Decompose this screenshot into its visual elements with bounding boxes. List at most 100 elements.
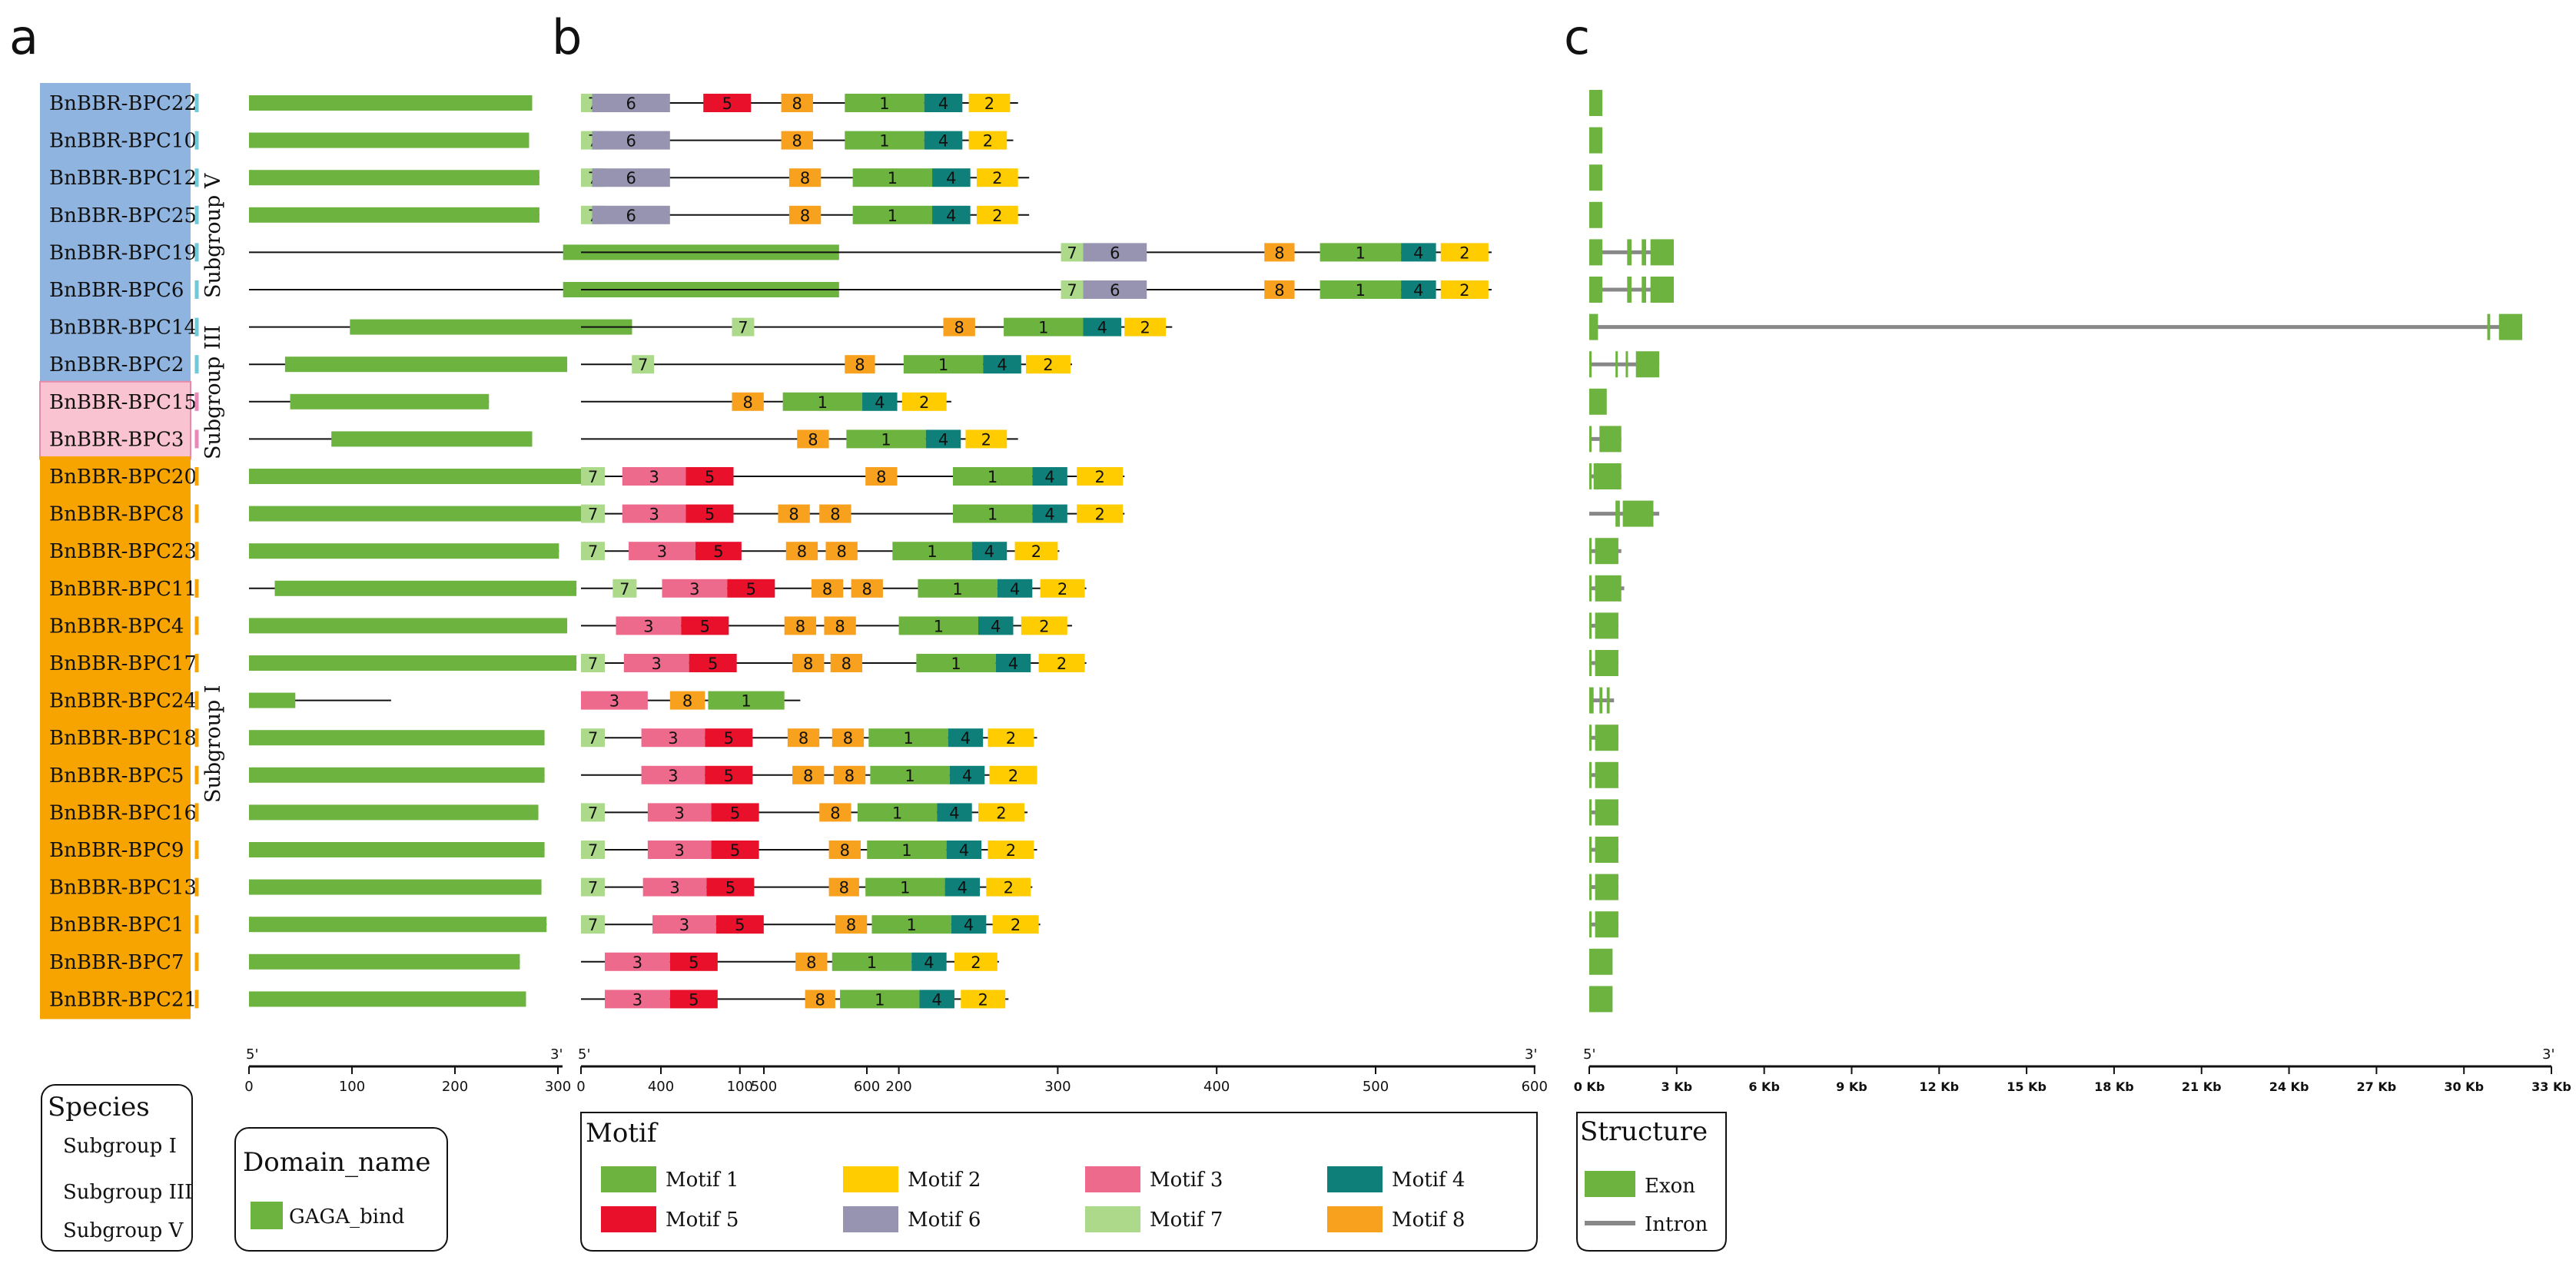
motif-number: 5 — [730, 841, 740, 860]
gene-label: BnBBR-BPC18 — [49, 727, 197, 750]
axis-tick-label: 100 — [727, 1079, 753, 1095]
motif-number: 4 — [1413, 244, 1423, 262]
motif-7 — [581, 654, 606, 672]
motif-5 — [727, 579, 775, 598]
motif-number: 4 — [932, 990, 942, 1009]
gaga-bind-domain — [249, 842, 545, 857]
motif-8 — [788, 205, 822, 224]
motif-5 — [711, 841, 759, 859]
axis-tick-label: 0 — [576, 1079, 585, 1095]
motif-2 — [1124, 317, 1167, 337]
motif-7 — [1061, 243, 1084, 262]
motif-1 — [846, 429, 926, 449]
motif-number: 4 — [991, 617, 1001, 635]
motif-number: 4 — [924, 953, 934, 972]
motif-8 — [787, 728, 820, 748]
motif-number: 7 — [1067, 244, 1077, 262]
exon — [1589, 538, 1592, 565]
motif-number: 2 — [992, 207, 1002, 225]
motif-number: 1 — [901, 841, 911, 860]
legend-motif-swatch-7 — [1085, 1206, 1140, 1232]
exon — [1635, 351, 1660, 378]
motif-2 — [978, 803, 1024, 822]
gaga-bind-domain — [249, 132, 529, 148]
motif-4 — [911, 952, 947, 971]
motif-number: 3 — [675, 841, 685, 860]
motif-5 — [705, 765, 753, 784]
motif-number: 4 — [1097, 319, 1107, 337]
gaga-bind-domain — [249, 469, 602, 484]
motif-7 — [581, 504, 606, 523]
axis-tick-label: 200 — [442, 1079, 468, 1095]
motif-number: 6 — [626, 132, 636, 151]
motif-1 — [1320, 243, 1402, 262]
motif-7 — [632, 355, 655, 374]
motif-8 — [828, 877, 859, 897]
exon — [1589, 761, 1592, 788]
motif-number: 7 — [1067, 281, 1077, 300]
motif-7 — [581, 841, 606, 859]
motif-number: 4 — [1008, 655, 1018, 673]
motif-number: 8 — [815, 990, 825, 1009]
legend-motif-swatch-8 — [1327, 1206, 1383, 1232]
axis-tick-label: 24 Kb — [2269, 1079, 2309, 1094]
motif-number: 4 — [946, 207, 956, 225]
motif-number: 7 — [619, 580, 629, 599]
axis-c-end: 3' — [2542, 1046, 2554, 1063]
motif-4 — [924, 131, 963, 150]
gene-label: BnBBR-BPC25 — [49, 204, 197, 227]
motif-number: 4 — [1010, 580, 1020, 599]
subgroup-block-i — [40, 456, 191, 1020]
motif-number: 8 — [1274, 244, 1284, 262]
motif-7 — [581, 728, 606, 748]
motif-5 — [715, 915, 764, 934]
motif-number: 7 — [588, 879, 598, 897]
motif-number: 7 — [588, 506, 598, 524]
motif-number: 4 — [1044, 468, 1054, 486]
gene-label: BnBBR-BPC15 — [49, 391, 197, 414]
gene-label: BnBBR-BPC10 — [49, 130, 197, 153]
axis-tick-label: 600 — [1522, 1079, 1548, 1095]
axis-tick-label: 9 Kb — [1836, 1079, 1867, 1094]
motif-7 — [581, 803, 606, 822]
motif-number: 5 — [722, 95, 732, 113]
motif-number: 1 — [906, 916, 916, 934]
motif-number: 1 — [934, 617, 944, 635]
motif-number: 1 — [988, 468, 998, 486]
motif-8 — [785, 542, 818, 561]
motif-3 — [622, 504, 686, 523]
motif-3 — [622, 467, 686, 486]
motif-number: 2 — [981, 430, 991, 449]
motif-1 — [871, 915, 951, 934]
subgroup-backgrounds — [39, 83, 191, 1020]
motif-number: 1 — [903, 729, 913, 748]
exon — [2487, 313, 2491, 340]
motif-4 — [944, 877, 981, 897]
motif-number: 3 — [632, 953, 642, 972]
motif-3 — [629, 542, 695, 561]
motif-3 — [623, 654, 689, 672]
motif-4 — [1083, 317, 1122, 337]
motif-number: 8 — [830, 506, 840, 524]
motif-number: 2 — [996, 804, 1006, 822]
motif-3 — [641, 728, 705, 748]
motif-number: 8 — [822, 580, 832, 599]
motif-number: 5 — [725, 879, 735, 897]
gene-label: BnBBR-BPC23 — [49, 540, 197, 563]
motif-8 — [819, 504, 851, 523]
motif-3 — [581, 691, 648, 710]
motif-1 — [852, 168, 933, 187]
axis-tick-label: 400 — [648, 1079, 674, 1095]
motif-8 — [778, 504, 810, 523]
gaga-bind-domain — [249, 543, 559, 559]
legend-motif: Motif Motif 1 Motif 2 Motif 3 Motif 4 Motif … — [580, 1112, 1538, 1252]
axis-tick-label: 500 — [751, 1079, 777, 1095]
exon — [1589, 351, 1592, 378]
motif-5 — [695, 542, 742, 561]
motif-5 — [705, 728, 753, 748]
gene-structure-tracks — [1589, 90, 2523, 1013]
motif-number: 1 — [951, 655, 961, 673]
motif-1 — [867, 841, 947, 859]
motif-4 — [951, 915, 987, 934]
